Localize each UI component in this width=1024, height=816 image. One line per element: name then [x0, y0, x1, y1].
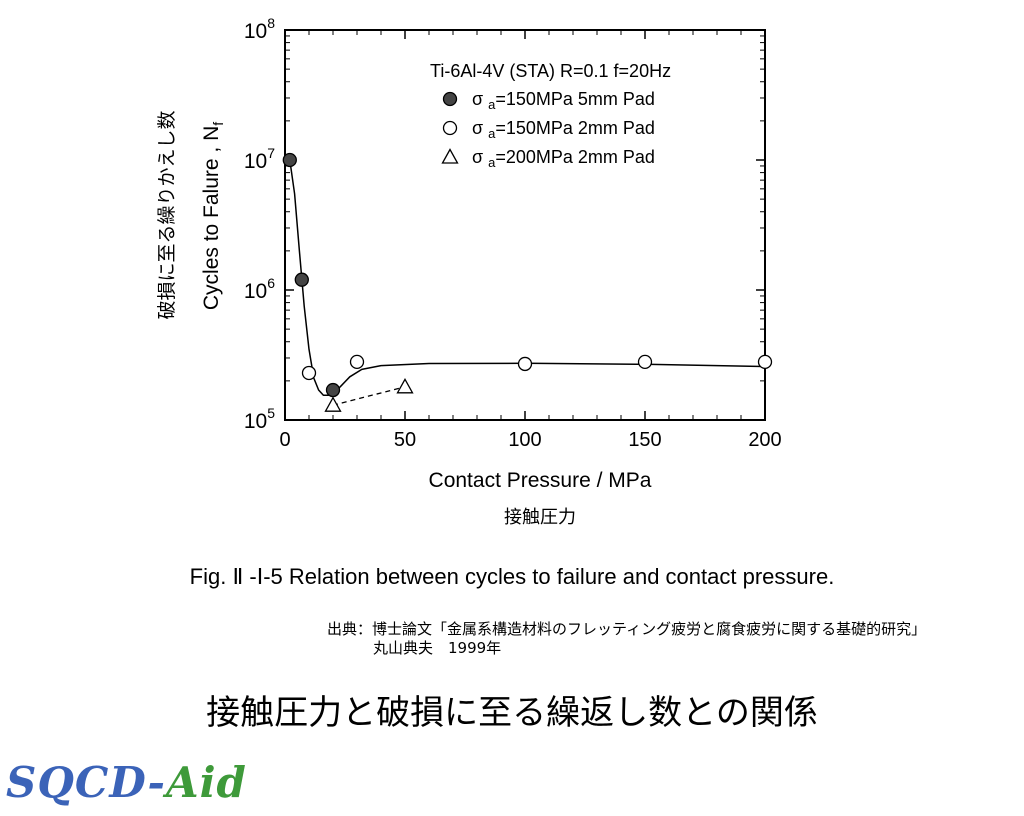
- legend-label-1: σ a=150MPa 5mm Pad: [472, 89, 655, 112]
- x-tick-label: 150: [628, 429, 661, 451]
- y-tick-label: 107: [244, 145, 275, 173]
- y-axis-label: Cycles to Falure , Nf: [200, 46, 230, 386]
- x-tick-label: 50: [394, 429, 416, 451]
- x-tick-label: 200: [748, 429, 781, 451]
- data-point-series-2: [349, 354, 365, 370]
- y-axis-label-subscript: f: [210, 121, 227, 126]
- logo-text-sqcd: SQCD-: [6, 758, 166, 807]
- source-line-1: 出典：博士論文「金属系構造材料のフレッティング疲労と腐食疲労に関する基礎的研究」: [327, 620, 927, 638]
- legend-label-2: σ a=150MPa 2mm Pad: [472, 118, 655, 141]
- x-axis-label-japanese: 接触圧力: [504, 507, 576, 528]
- data-point-series-1: [294, 272, 309, 287]
- logo-text-aid: Aid: [165, 758, 247, 807]
- y-axis-label-japanese: 破損に至る繰りかえし数: [156, 110, 178, 320]
- y-tick-label: 105: [244, 405, 275, 433]
- chart-annotation: Ti-6Al-4V (STA) R=0.1 f=20Hz: [430, 61, 671, 81]
- data-point-series-2: [301, 365, 317, 381]
- data-point-series-2: [517, 356, 533, 372]
- legend-marker-3: [441, 148, 459, 164]
- brand-logo: SQCD-Aid: [6, 758, 247, 807]
- legend-marker-1: [442, 91, 458, 107]
- page-title: 接触圧力と破損に至る繰返し数との関係: [206, 693, 818, 733]
- source-citation: 出典：博士論文「金属系構造材料のフレッティング疲労と腐食疲労に関する基礎的研究」…: [327, 620, 926, 658]
- legend-marker-2: [442, 120, 458, 136]
- data-point-series-1: [282, 152, 297, 168]
- x-axis-label: Contact Pressure / MPa: [428, 469, 652, 492]
- legend-label-3: σ a=200MPa 2mm Pad: [472, 147, 655, 170]
- y-tick-label: 108: [244, 15, 275, 43]
- y-tick-label: 106: [244, 275, 275, 303]
- data-point-series-2: [637, 354, 653, 370]
- data-point-series-3: [324, 396, 342, 412]
- x-tick-label: 100: [508, 429, 541, 451]
- source-line-2: 丸山典夫 1999年: [373, 639, 502, 657]
- triangle-series-dashed-line: [332, 386, 406, 406]
- x-tick-label: 0: [279, 429, 290, 451]
- data-point-series-1: [325, 382, 341, 398]
- figure-caption: Fig. Ⅱ -Ⅰ-5 Relation between cycles to f…: [189, 564, 835, 589]
- data-point-series-2: [757, 354, 773, 370]
- y-axis-label-text: Cycles to Falure , N: [200, 125, 223, 311]
- data-point-series-3: [396, 377, 414, 394]
